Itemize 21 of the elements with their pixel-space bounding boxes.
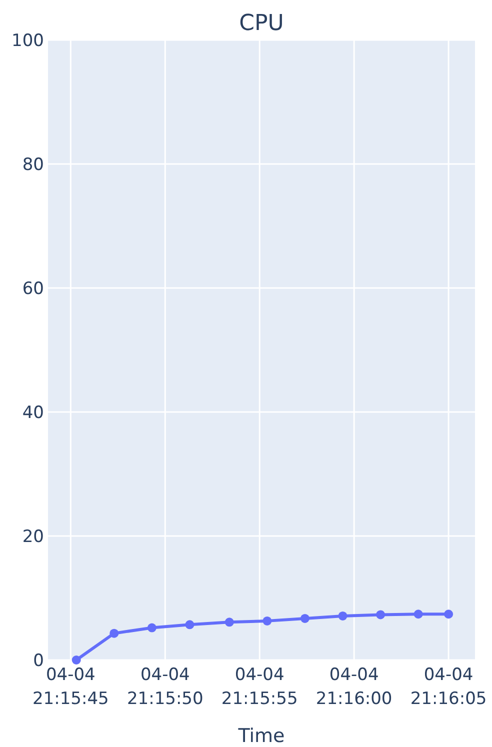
y-tick-label: 20: [22, 526, 44, 547]
x-tick-label: 04-04 21:16:05: [410, 665, 487, 709]
point: [300, 614, 310, 623]
y-tick-label: 100: [12, 30, 44, 51]
point: [185, 620, 194, 630]
point: [147, 623, 156, 632]
x-tick-label: 04-04 21:16:00: [316, 665, 392, 709]
x-axis-title: Time: [237, 725, 285, 747]
point: [262, 616, 272, 626]
point: [224, 618, 234, 627]
point: [72, 656, 81, 664]
y-tick-label: 60: [22, 278, 44, 299]
x-tick-label: 04-04 21:15:55: [221, 665, 298, 709]
point: [414, 610, 423, 619]
point: [110, 628, 119, 638]
x-tick-label: 04-04 21:15:50: [126, 665, 204, 709]
chart-title: CPU: [239, 11, 284, 36]
point: [338, 611, 348, 620]
y-tick-label: 40: [22, 402, 44, 423]
point: [376, 610, 386, 620]
y-tick-label: 80: [22, 154, 44, 175]
